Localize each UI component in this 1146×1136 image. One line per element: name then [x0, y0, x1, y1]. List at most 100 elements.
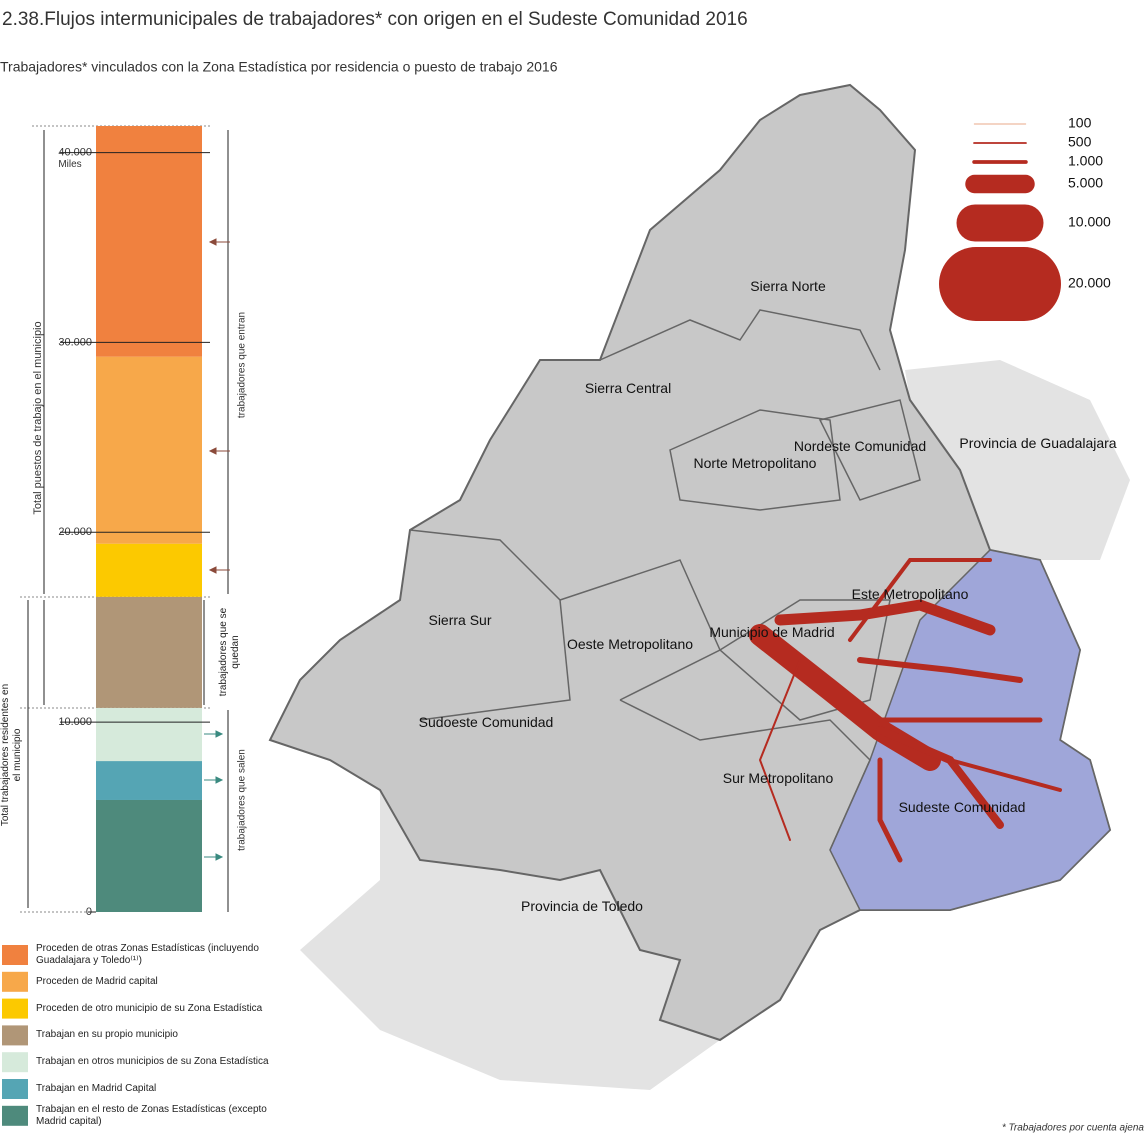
- region-label: Provincia de Toledo: [521, 898, 643, 914]
- legend-swatch: [2, 945, 28, 965]
- bracket-label-box: trabajadores que se quedan: [218, 607, 241, 697]
- flow: [948, 758, 1062, 792]
- legend-box: Trabajan en su propio municipio: [36, 1029, 178, 1041]
- region-label-box: Norte Metropolitano: [693, 455, 817, 471]
- region-label: Sierra Norte: [750, 278, 826, 294]
- region-label-box: Sudeste Comunidad: [898, 799, 1026, 815]
- region-label: Municipio de Madrid: [709, 624, 835, 640]
- region-label-box: Sierra Sur: [428, 612, 492, 628]
- guadalajara: [905, 360, 1130, 560]
- region-label: Norte Metropolitano: [693, 455, 817, 471]
- bracket-label-box: Total trabajadores residentes en el muni…: [0, 683, 23, 827]
- arrow: [208, 238, 230, 246]
- flow-legend-mark: [972, 160, 1028, 164]
- flows: [749, 558, 1062, 863]
- region-label: Sur Metropolitano: [722, 770, 834, 786]
- legend-swatch: [2, 998, 28, 1019]
- bracket-label: trabajadores que salen: [237, 749, 248, 851]
- legend-swatch: [2, 1105, 28, 1126]
- bar-segment: [96, 543, 202, 597]
- region-label-box: Municipio de Madrid: [709, 624, 835, 640]
- bar-segment: [96, 799, 202, 912]
- bar-segment: [96, 707, 202, 762]
- bracket-label: Total puestos de trabajo en el municipio: [32, 321, 44, 514]
- region-label-box: Provincia de Guadalajara: [959, 435, 1117, 451]
- flow: [774, 599, 996, 636]
- region-label-box: Sur Metropolitano: [722, 770, 834, 786]
- border: [599, 309, 881, 371]
- legend-label: Trabajan en el resto de Zonas Estadístic…: [36, 1103, 267, 1127]
- arrows-in: [208, 238, 230, 574]
- flow: [848, 558, 992, 642]
- bracket-label: trabajadores que se quedan: [218, 607, 241, 697]
- bar-segment: [96, 126, 202, 357]
- legend-swatch: [2, 1079, 28, 1099]
- region-label: Nordeste Comunidad: [793, 438, 927, 454]
- flow-legend-label: 100: [1068, 115, 1092, 131]
- title: 2.38.Flujos intermunicipales de trabajad…: [2, 9, 748, 30]
- flow: [758, 659, 801, 841]
- legend-box: Proceden de otras Zonas Estadísticas (in…: [36, 943, 259, 966]
- legend-label: Trabajan en otros municipios de su Zona …: [36, 1056, 269, 1068]
- region-label-box: Provincia de Toledo: [521, 898, 643, 914]
- region-label-box: Nordeste Comunidad: [793, 438, 927, 454]
- flow-legend-label: 500: [1068, 134, 1092, 150]
- region-label-box: Sierra Central: [584, 380, 672, 396]
- flow-legend-mark: [973, 123, 1027, 125]
- arrow: [208, 447, 230, 455]
- legend-box: Proceden de Madrid capital: [36, 975, 158, 987]
- legend-label: Proceden de Madrid capital: [36, 975, 158, 987]
- border: [559, 559, 721, 701]
- legend-swatch: [2, 1052, 28, 1073]
- legend-box: Trabajan en otros municipios de su Zona …: [36, 1056, 269, 1068]
- legend-label: Trabajan en su propio municipio: [36, 1029, 178, 1041]
- bar-segment: [96, 596, 202, 708]
- border: [818, 399, 921, 501]
- region-label-box: Sierra Norte: [750, 278, 826, 294]
- region-label-box: Este Metropolitano: [851, 586, 969, 602]
- sudeste: [829, 549, 1111, 911]
- arrow: [208, 566, 230, 574]
- flow-legend-label: 20.000: [1068, 275, 1111, 291]
- zone-borders: [409, 309, 921, 851]
- region-label: Sierra Sur: [428, 612, 492, 628]
- arrow: [204, 776, 224, 784]
- bar-segment: [96, 761, 202, 800]
- region-label: Oeste Metropolitano: [566, 636, 694, 652]
- arrow: [204, 730, 224, 738]
- flow-legend-mark: [956, 204, 1044, 242]
- region-label: Sudeste Comunidad: [898, 799, 1026, 815]
- flow: [857, 657, 1023, 683]
- bracket-label: Total trabajadores residentes en el muni…: [0, 683, 23, 827]
- subtitle: Trabajadores* vinculados con la Zona Est…: [0, 59, 558, 75]
- region-label: Sierra Central: [584, 380, 672, 396]
- flow-legend-label: 10.000: [1068, 214, 1111, 230]
- map: [268, 83, 1130, 1090]
- border: [669, 409, 841, 511]
- legend-label: Trabajan en Madrid Capital: [36, 1083, 157, 1094]
- legend-label: Proceden de otro municipio de su Zona Es…: [36, 1002, 263, 1014]
- flow-legend-label: 5.000: [1068, 175, 1103, 191]
- legend-label: Proceden de otras Zonas Estadísticas (in…: [36, 943, 259, 966]
- flow-legend-mark: [973, 142, 1027, 144]
- flow-legend-mark: [939, 247, 1061, 321]
- legend-box: Proceden de otro municipio de su Zona Es…: [36, 1002, 263, 1014]
- footnote: * Trabajadores por cuenta ajena: [1002, 1123, 1145, 1134]
- flow-legend-mark: [965, 174, 1035, 194]
- region-label: Este Metropolitano: [851, 586, 969, 602]
- arrow: [204, 853, 224, 861]
- legend-box: Trabajan en el resto de Zonas Estadístic…: [36, 1103, 267, 1127]
- bracket-label: trabajadores que entran: [237, 312, 248, 418]
- flow: [877, 757, 903, 863]
- legend-swatch: [2, 971, 28, 992]
- y-unit-label: Miles: [58, 159, 81, 170]
- arrows-out: [204, 730, 224, 861]
- bar-segment: [96, 356, 202, 544]
- legend-swatch: [2, 1025, 28, 1046]
- legend-box: Trabajan en Madrid Capital: [36, 1083, 157, 1094]
- border: [619, 699, 871, 851]
- border: [718, 599, 891, 721]
- region-label-box: Sudoeste Comunidad: [419, 714, 554, 730]
- region-label: Provincia de Guadalajara: [959, 435, 1117, 451]
